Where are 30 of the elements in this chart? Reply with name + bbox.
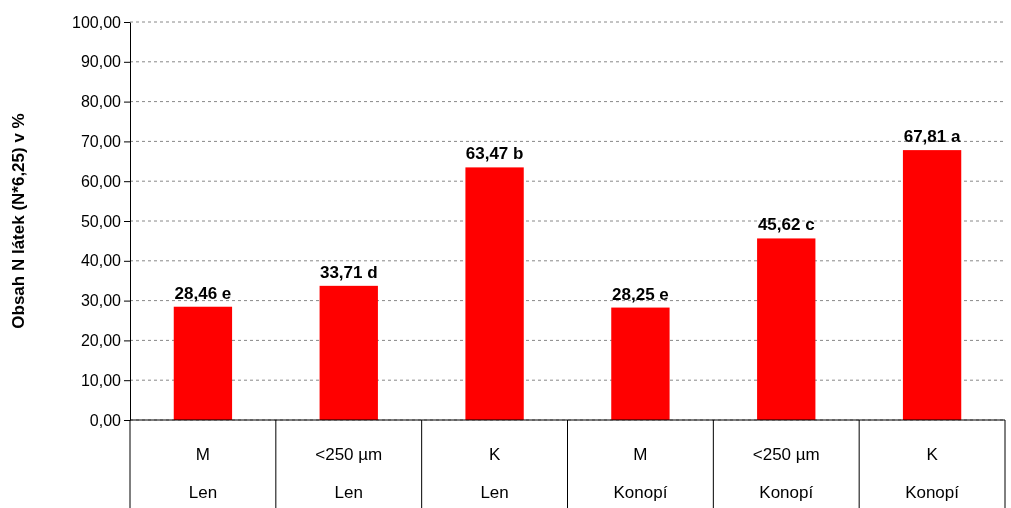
bar (757, 238, 816, 420)
bar (173, 306, 233, 420)
data-label: 28,25 e (612, 284, 669, 304)
y-tick-label: 10,00 (80, 371, 122, 389)
y-tick-label: 70,00 (80, 133, 122, 151)
x-tick-label: M Konopí (613, 445, 668, 502)
data-label: 28,46 e (174, 283, 232, 303)
y-tick-label: 50,00 (80, 212, 122, 230)
y-tick-label: 100,00 (72, 13, 122, 31)
bar (319, 285, 378, 420)
bar (611, 307, 670, 420)
x-tick-label: <250 µm Konopí (752, 445, 820, 502)
x-tick-label: M Len (188, 445, 218, 502)
bar (902, 150, 962, 420)
y-axis-title: Obsah N látek (N*6,25) v % (9, 113, 28, 329)
y-tick-label: 60,00 (80, 172, 122, 190)
data-label: 45,62 c (757, 215, 815, 235)
data-label: 33,71 d (319, 262, 378, 282)
y-tick-label: 30,00 (80, 292, 122, 310)
y-tick-label: 80,00 (80, 93, 122, 111)
data-label: 67,81 a (903, 127, 961, 147)
y-tick-label: 90,00 (80, 53, 122, 71)
y-tick-label: 0,00 (89, 411, 122, 429)
x-tick-label: K Len (480, 445, 509, 502)
x-tick-label: <250 µm Len (315, 445, 383, 502)
y-tick-label: 40,00 (80, 252, 122, 270)
y-tick-label: 20,00 (80, 332, 122, 350)
x-tick-label: K Konopí (905, 445, 960, 502)
bar (465, 167, 524, 420)
data-label: 63,47 b (465, 144, 524, 164)
